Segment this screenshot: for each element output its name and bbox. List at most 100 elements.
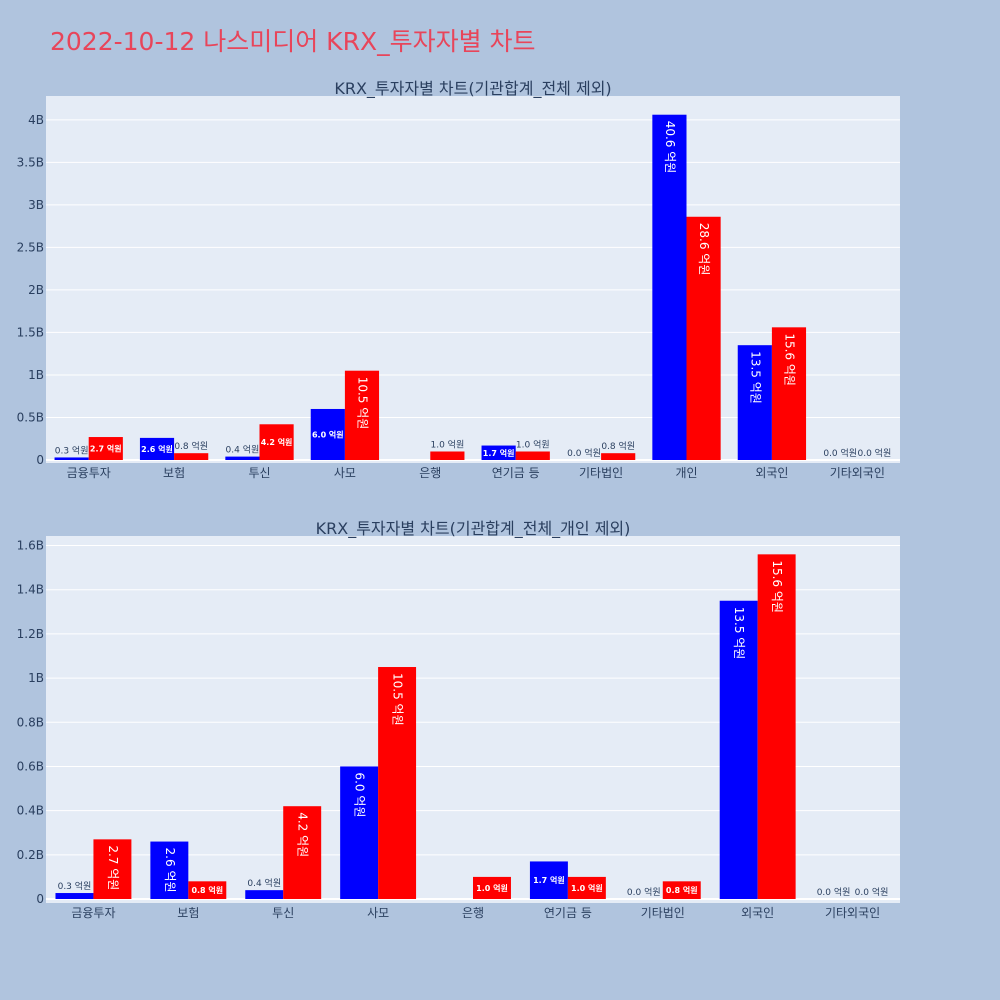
sell-bar (757, 554, 796, 899)
data-label: 28.6 억원 (697, 223, 711, 276)
x-tick-label: 기타외국인 (825, 906, 880, 920)
sell-bar (188, 881, 227, 899)
data-label: 0.8 억원 (601, 440, 635, 452)
x-tick-label: 사모 (334, 466, 356, 480)
x-tick-label: 개인 (675, 466, 697, 480)
x-tick-label: 은행 (462, 905, 484, 920)
sell-bar (344, 370, 380, 460)
y-tick-label: 4B (28, 113, 44, 127)
x-tick-label: 기타법인 (579, 466, 623, 480)
buy-bar (719, 600, 758, 899)
x-tick-label: 투신 (248, 466, 270, 480)
data-label: 0.0 억원 (627, 886, 661, 898)
buy-bar (310, 408, 345, 460)
y-tick-label: 2.5B (17, 240, 44, 254)
data-label: 6.0 억원 (312, 429, 344, 439)
y-tick-label: 0 (36, 892, 44, 906)
data-label: 1.7 억원 (483, 448, 515, 458)
y-tick-label: 1.2B (17, 627, 44, 641)
y-tick-label: 3B (28, 198, 44, 212)
data-label: 13.5 억원 (748, 351, 762, 404)
sell-bar (174, 453, 209, 460)
data-label: 0.8 억원 (666, 885, 698, 895)
data-label: 15.6 억원 (782, 333, 796, 386)
x-tick-label: 연기금 등 (544, 906, 592, 920)
data-label: 2.7 억원 (90, 444, 122, 454)
data-label: 0.8 억원 (174, 440, 208, 452)
buy-bar (245, 890, 284, 899)
y-tick-label: 0.8B (17, 715, 44, 729)
buy-bar (54, 457, 89, 460)
x-tick-label: 은행 (419, 465, 441, 480)
buy-bar (340, 766, 379, 899)
chart-title: KRX_투자자별 차트(기관합계_전체_개인 제외) (316, 519, 631, 539)
y-tick-label: 1.6B (17, 539, 44, 553)
data-label: 0.3 억원 (58, 880, 92, 892)
y-tick-label: 1B (28, 671, 44, 685)
data-label: 0.0 억원 (855, 886, 889, 898)
data-label: 6.0 억원 (353, 772, 367, 817)
chart-title: KRX_투자자별 차트(기관합계_전체 제외) (334, 79, 611, 99)
sell-bar (601, 453, 636, 460)
x-tick-label: 보험 (177, 906, 199, 920)
data-label: 1.0 억원 (476, 883, 508, 893)
sell-bar (662, 881, 701, 899)
data-label: 0.0 억원 (567, 447, 601, 459)
sell-bar (515, 451, 550, 460)
data-label: 1.0 억원 (431, 438, 465, 450)
data-label: 0.0 억원 (858, 447, 892, 459)
data-label: 0.4 억원 (226, 444, 260, 456)
x-tick-label: 사모 (367, 906, 389, 920)
y-tick-label: 2B (28, 283, 44, 297)
data-label: 2.6 억원 (163, 848, 177, 893)
y-tick-label: 1.4B (17, 583, 44, 597)
data-label: 10.5 억원 (391, 673, 405, 726)
buy-bar (529, 861, 568, 899)
data-label: 1.7 억원 (533, 875, 565, 885)
page-title: 2022-10-12 나스미디어 KRX_투자자별 차트 (50, 27, 536, 56)
data-label: 0.0 억원 (823, 447, 857, 459)
sell-bar (686, 216, 721, 460)
sell-bar (259, 424, 294, 460)
y-tick-label: 0.5B (17, 410, 44, 424)
data-label: 0.3 억원 (55, 444, 89, 456)
y-tick-label: 0.2B (17, 848, 44, 862)
data-label: 10.5 억원 (355, 377, 369, 430)
x-tick-label: 외국인 (741, 906, 774, 920)
data-label: 4.2 억원 (261, 437, 293, 447)
data-label: 40.6 억원 (663, 121, 677, 174)
sell-bar (473, 876, 511, 899)
buy-bar (150, 841, 189, 899)
x-tick-label: 연기금 등 (492, 466, 540, 480)
y-tick-label: 1.5B (17, 325, 44, 339)
y-tick-label: 0.4B (17, 804, 44, 818)
y-tick-label: 3.5B (17, 155, 44, 169)
sell-bar (88, 437, 123, 460)
data-label: 4.2 억원 (296, 812, 310, 857)
chart-2: 0 0.2B 0.4B 0.6B 0.8B 1B 1.2B 1.4B 1.6B KRX_투자자별 … (17, 519, 900, 920)
data-label: 0.4 억원 (247, 877, 281, 889)
data-label: 0.8 억원 (191, 885, 223, 895)
x-tick-label: 금융투자 (71, 906, 115, 920)
x-tick-label: 금융투자 (67, 466, 111, 480)
x-tick-label: 외국인 (755, 466, 788, 480)
data-label: 13.5 억원 (732, 607, 746, 660)
buy-bar (55, 893, 94, 899)
y-tick-label: 0 (36, 453, 44, 467)
x-tick-label: 보험 (163, 466, 185, 480)
data-label: 15.6 억원 (770, 560, 784, 613)
sell-bar (567, 876, 606, 899)
data-label: 2.7 억원 (106, 845, 120, 890)
data-label: 2.6 억원 (141, 444, 173, 454)
sell-bar (378, 667, 417, 899)
sell-bar (771, 327, 807, 460)
x-tick-label: 투신 (272, 906, 294, 920)
x-tick-label: 기타법인 (641, 906, 685, 920)
buy-bar (481, 445, 516, 460)
data-label: 1.0 억원 (516, 438, 550, 450)
buy-bar (139, 437, 175, 460)
sell-bar (430, 451, 465, 460)
y-tick-label: 1B (28, 368, 44, 382)
data-label: 1.0 억원 (571, 883, 603, 893)
